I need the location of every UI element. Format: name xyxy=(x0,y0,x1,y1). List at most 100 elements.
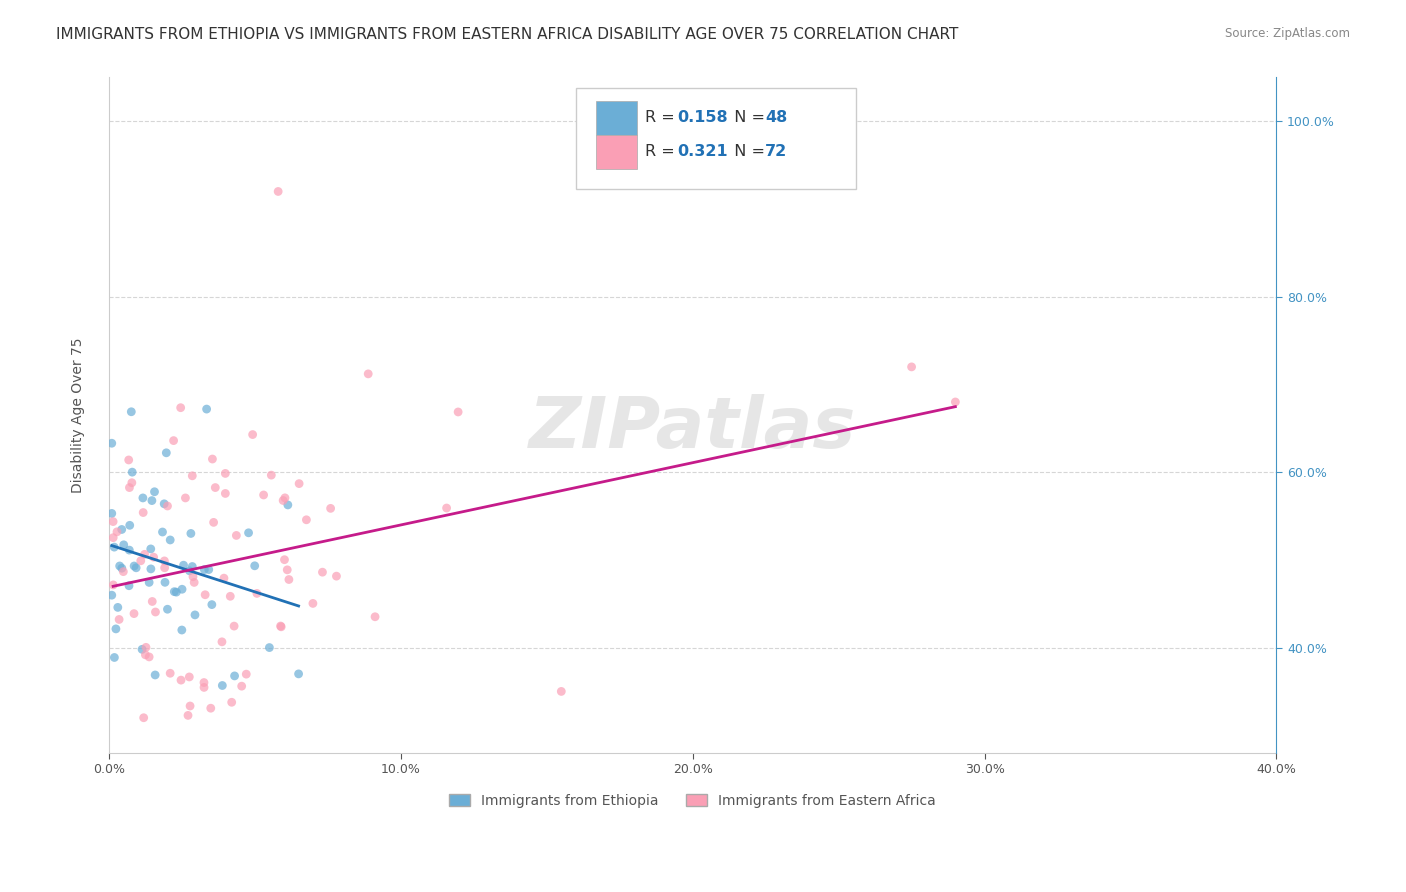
Point xyxy=(325,569,347,583)
Point xyxy=(260,468,283,483)
Point xyxy=(252,488,274,502)
Point xyxy=(145,605,167,619)
Point xyxy=(357,367,380,381)
Text: 0.321: 0.321 xyxy=(678,145,728,160)
Point xyxy=(302,596,325,610)
Point xyxy=(107,600,129,615)
Point xyxy=(270,620,292,634)
Point xyxy=(138,575,160,590)
Point xyxy=(125,561,148,575)
Point xyxy=(900,359,922,374)
Point xyxy=(184,607,207,622)
Point xyxy=(132,491,155,505)
Point xyxy=(143,484,166,499)
Point xyxy=(169,401,191,415)
Point xyxy=(156,602,179,616)
Point xyxy=(120,405,142,419)
Point xyxy=(319,501,342,516)
Point xyxy=(274,491,297,505)
Point xyxy=(259,640,281,655)
Point xyxy=(195,402,218,417)
Point xyxy=(267,185,290,199)
Point xyxy=(159,666,181,681)
Point xyxy=(105,524,128,539)
Text: R =: R = xyxy=(645,145,679,160)
Point xyxy=(202,516,225,530)
Point xyxy=(221,695,243,709)
Point xyxy=(132,711,155,725)
Point xyxy=(181,570,204,584)
Point xyxy=(101,515,124,529)
Text: ZIPatlas: ZIPatlas xyxy=(529,394,856,463)
Point xyxy=(436,501,458,516)
Point xyxy=(138,649,160,664)
Point xyxy=(270,619,292,633)
Point xyxy=(183,575,205,590)
Point xyxy=(131,642,153,657)
Point xyxy=(219,589,242,603)
FancyBboxPatch shape xyxy=(576,87,856,189)
Point xyxy=(179,564,201,578)
Point xyxy=(214,486,236,500)
Point xyxy=(287,666,309,681)
Point xyxy=(277,573,299,587)
Text: R =: R = xyxy=(645,111,679,126)
Point xyxy=(162,434,184,448)
Text: N =: N = xyxy=(724,145,770,160)
Point xyxy=(103,578,125,592)
Point xyxy=(273,552,295,566)
Point xyxy=(103,540,125,554)
Point xyxy=(118,518,141,533)
Point xyxy=(943,395,966,409)
Text: 72: 72 xyxy=(765,145,787,160)
Point xyxy=(111,523,134,537)
Point xyxy=(170,673,193,687)
Point xyxy=(179,670,201,684)
Point xyxy=(238,525,260,540)
Point xyxy=(152,524,174,539)
Point xyxy=(153,561,176,575)
Point xyxy=(231,679,253,693)
Point xyxy=(139,562,162,576)
FancyBboxPatch shape xyxy=(596,135,637,169)
Point xyxy=(159,533,181,547)
Point xyxy=(135,640,157,655)
Point xyxy=(134,547,156,561)
Point xyxy=(212,571,235,585)
Point xyxy=(170,582,193,597)
Point xyxy=(122,607,145,621)
Point xyxy=(364,609,387,624)
Point xyxy=(201,452,224,467)
Text: Source: ZipAtlas.com: Source: ZipAtlas.com xyxy=(1225,27,1350,40)
Point xyxy=(141,493,163,508)
Point xyxy=(197,563,219,577)
Point xyxy=(122,559,145,574)
Point xyxy=(224,669,246,683)
Point xyxy=(225,528,247,542)
Point xyxy=(181,559,204,574)
Point xyxy=(143,668,166,682)
Text: N =: N = xyxy=(724,111,770,126)
Point xyxy=(112,565,135,579)
Point xyxy=(134,648,156,662)
Point xyxy=(118,453,141,467)
Y-axis label: Disability Age Over 75: Disability Age Over 75 xyxy=(72,337,86,493)
Point xyxy=(111,561,134,575)
Point xyxy=(153,575,176,590)
Point xyxy=(311,565,333,579)
Point xyxy=(108,558,131,573)
Point xyxy=(100,507,122,521)
Point xyxy=(193,563,215,577)
Point xyxy=(153,497,176,511)
Point xyxy=(193,675,215,690)
Point xyxy=(235,667,257,681)
Legend: Immigrants from Ethiopia, Immigrants from Eastern Africa: Immigrants from Ethiopia, Immigrants fro… xyxy=(444,789,942,814)
Point xyxy=(242,427,264,442)
Point xyxy=(165,585,187,599)
FancyBboxPatch shape xyxy=(596,101,637,135)
Point xyxy=(204,481,226,495)
Point xyxy=(277,498,299,512)
Text: 0.158: 0.158 xyxy=(678,111,728,126)
Point xyxy=(155,446,177,460)
Point xyxy=(447,405,470,419)
